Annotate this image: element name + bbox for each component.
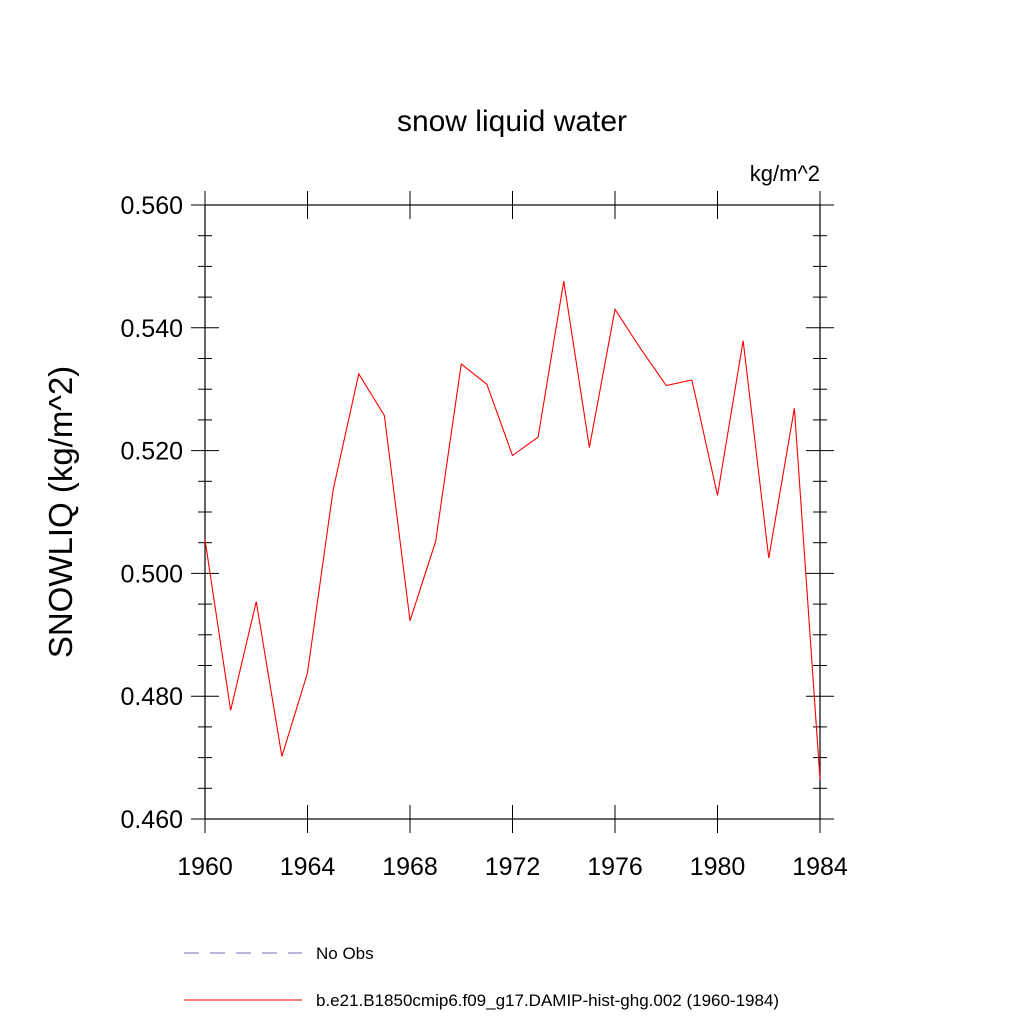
axis-ticks — [191, 191, 834, 833]
x-tick-label: 1972 — [485, 853, 541, 881]
x-tick-label: 1984 — [792, 853, 848, 881]
y-tick-label: 0.520 — [120, 438, 183, 466]
y-tick-label: 0.460 — [120, 806, 183, 834]
series-line — [204, 281, 821, 780]
legend-label: No Obs — [316, 944, 374, 963]
y-tick-label: 0.500 — [120, 560, 183, 588]
legend: No Obs b.e21.B1850cmip6.f09_g17.DAMIP-his… — [184, 944, 779, 1010]
chart-title: snow liquid water — [397, 105, 627, 138]
units-label: kg/m^2 — [750, 161, 820, 186]
x-tick-label: 1960 — [177, 853, 233, 881]
series-layer — [204, 281, 821, 780]
y-tick-label: 0.540 — [120, 315, 183, 343]
x-tick-label: 1976 — [587, 853, 643, 881]
x-tick-label: 1980 — [690, 853, 746, 881]
plot-frame — [204, 204, 821, 820]
y-axis-label: SNOWLIQ (kg/m^2) — [42, 366, 79, 658]
axis-tick-labels: 0.460 0.480 0.500 0.520 0.540 0.560 1960 1964 19… — [120, 192, 847, 881]
y-tick-label: 0.560 — [120, 192, 183, 220]
x-tick-label: 1968 — [382, 853, 438, 881]
y-tick-label: 0.480 — [120, 683, 183, 711]
legend-label: b.e21.B1850cmip6.f09_g17.DAMIP-hist-ghg.… — [316, 991, 779, 1010]
x-tick-label: 1964 — [280, 853, 336, 881]
